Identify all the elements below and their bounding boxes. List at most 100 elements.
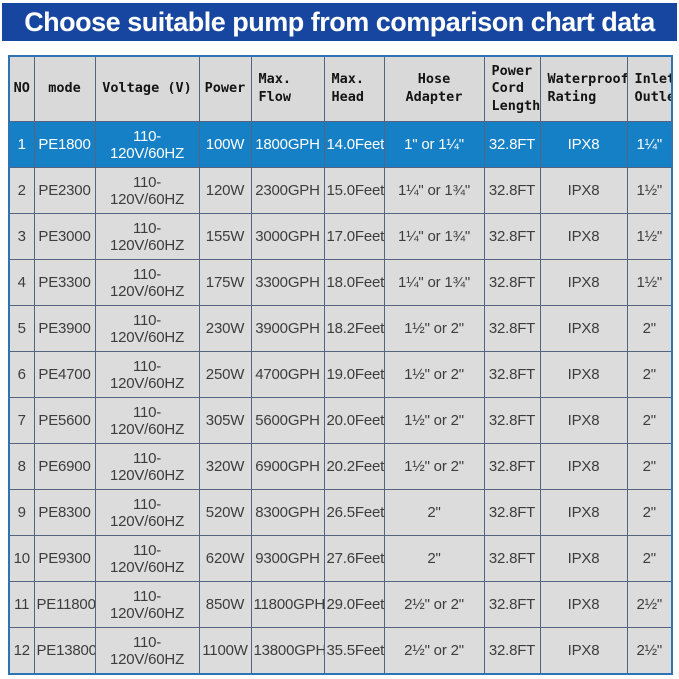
table-cell: 14.0Feet [323, 121, 385, 168]
table-row: 8 PE6900 110-120V/60HZ 320W 6900GPH 20.2Feet 1… [8, 443, 673, 490]
pump-comparison-table: NO mode Voltage (V) Power Max. Flow Max. Head… [8, 55, 673, 675]
table-cell: 2½" or 2" [383, 581, 485, 628]
table-cell: 11 [8, 581, 35, 628]
table-cell: 2" [383, 535, 485, 582]
table-cell: 110-120V/60HZ [94, 259, 200, 306]
table-cell: 620W [198, 535, 252, 582]
table-body: 1 PE1800 110-120V/60HZ 100W 1800GPH 14.0Feet 1… [8, 121, 673, 675]
table-cell: 12 [8, 627, 35, 675]
table-cell: 11800GPH [250, 581, 325, 628]
table-cell: PE3900 [33, 305, 96, 352]
table-cell: IPX8 [539, 213, 628, 260]
table-cell: 110-120V/60HZ [94, 213, 200, 260]
table-cell: 1¼" or 1¾" [383, 259, 485, 306]
table-cell: 27.6Feet [323, 535, 385, 582]
table-cell: 2" [626, 305, 673, 352]
table-cell: 3300GPH [250, 259, 325, 306]
table-cell: 19.0Feet [323, 351, 385, 398]
table-cell: 3000GPH [250, 213, 325, 260]
column-header: NO [8, 55, 35, 122]
table-cell: 5 [8, 305, 35, 352]
table-header-row: NO mode Voltage (V) Power Max. Flow Max. Head… [8, 55, 673, 122]
table-cell: 110-120V/60HZ [94, 627, 200, 675]
table-cell: 5600GPH [250, 397, 325, 444]
page-title: Choose suitable pump from comparison cha… [24, 6, 655, 37]
table-cell: 230W [198, 305, 252, 352]
table-cell: 175W [198, 259, 252, 306]
table-cell: 250W [198, 351, 252, 398]
table-cell: 2" [626, 443, 673, 490]
table-row: 4 PE3300 110-120V/60HZ 175W 3300GPH 18.0Feet 1… [8, 259, 673, 306]
table-cell: 4700GPH [250, 351, 325, 398]
table-cell: 110-120V/60HZ [94, 305, 200, 352]
table-cell: PE6900 [33, 443, 96, 490]
table-cell: IPX8 [539, 443, 628, 490]
column-header: Hose Adapter [383, 55, 485, 122]
table-cell: 18.0Feet [323, 259, 385, 306]
column-header: Waterproof Rating [539, 55, 628, 122]
table-cell: 1½" or 2" [383, 305, 485, 352]
table-cell: IPX8 [539, 121, 628, 168]
table-cell: 1½" [626, 213, 673, 260]
table-cell: 110-120V/60HZ [94, 397, 200, 444]
table-cell: IPX8 [539, 581, 628, 628]
table-cell: 32.8FT [483, 121, 541, 168]
table-cell: 6 [8, 351, 35, 398]
table-cell: 2" [626, 489, 673, 536]
table-cell: 32.8FT [483, 213, 541, 260]
table-cell: 6900GPH [250, 443, 325, 490]
table-cell: 2 [8, 167, 35, 214]
table-cell: 2" [383, 489, 485, 536]
table-cell: 10 [8, 535, 35, 582]
table-cell: IPX8 [539, 627, 628, 675]
table-cell: 2½" [626, 627, 673, 675]
column-header: Max. Head [323, 55, 385, 122]
column-header: Max. Flow [250, 55, 325, 122]
column-header: Power Cord Length [483, 55, 541, 122]
table-cell: 850W [198, 581, 252, 628]
table-cell: PE1800 [33, 121, 96, 168]
table-cell: 1100W [198, 627, 252, 675]
table-cell: PE13800 [33, 627, 96, 675]
table-cell: 13800GPH [250, 627, 325, 675]
table-cell: 32.8FT [483, 351, 541, 398]
table-cell: 2" [626, 535, 673, 582]
table-cell: 7 [8, 397, 35, 444]
table-cell: PE3000 [33, 213, 96, 260]
table-cell: 32.8FT [483, 259, 541, 306]
table-row: 2 PE2300 110-120V/60HZ 120W 2300GPH 15.0Feet 1… [8, 167, 673, 214]
table-cell: 110-120V/60HZ [94, 443, 200, 490]
table-cell: 29.0Feet [323, 581, 385, 628]
table-row: 5 PE3900 110-120V/60HZ 230W 3900GPH 18.2Feet 1… [8, 305, 673, 352]
table-row: 10 PE9300 110-120V/60HZ 620W 9300GPH 27.6Feet… [8, 535, 673, 582]
table-cell: 32.8FT [483, 535, 541, 582]
table-cell: 26.5Feet [323, 489, 385, 536]
table-cell: 20.2Feet [323, 443, 385, 490]
table-cell: 1½" or 2" [383, 397, 485, 444]
table-row: 9 PE8300 110-120V/60HZ 520W 8300GPH 26.5Feet 2… [8, 489, 673, 536]
table-cell: PE8300 [33, 489, 96, 536]
table-cell: 1½" or 2" [383, 443, 485, 490]
table-row: 3 PE3000 110-120V/60HZ 155W 3000GPH 17.0Feet 1… [8, 213, 673, 260]
table-cell: IPX8 [539, 351, 628, 398]
table-cell: 120W [198, 167, 252, 214]
column-header: Inlet/ Outlet [626, 55, 673, 122]
table-cell: 110-120V/60HZ [94, 489, 200, 536]
table-cell: 32.8FT [483, 489, 541, 536]
table-cell: 32.8FT [483, 305, 541, 352]
table-cell: 32.8FT [483, 443, 541, 490]
table-cell: 110-120V/60HZ [94, 351, 200, 398]
table-cell: 9 [8, 489, 35, 536]
table-cell: 520W [198, 489, 252, 536]
table-cell: IPX8 [539, 259, 628, 306]
table-row: 12 PE13800 110-120V/60HZ 1100W 13800GPH 35.5F… [8, 627, 673, 675]
table-cell: 110-120V/60HZ [94, 535, 200, 582]
table-cell: 1¼" or 1¾" [383, 213, 485, 260]
table-row: 6 PE4700 110-120V/60HZ 250W 4700GPH 19.0Feet 1… [8, 351, 673, 398]
table-cell: 9300GPH [250, 535, 325, 582]
table-cell: 35.5Feet [323, 627, 385, 675]
table-cell: 2" [626, 397, 673, 444]
table-cell: 1¼" or 1¾" [383, 167, 485, 214]
table-cell: 4 [8, 259, 35, 306]
table-cell: 1½" [626, 167, 673, 214]
